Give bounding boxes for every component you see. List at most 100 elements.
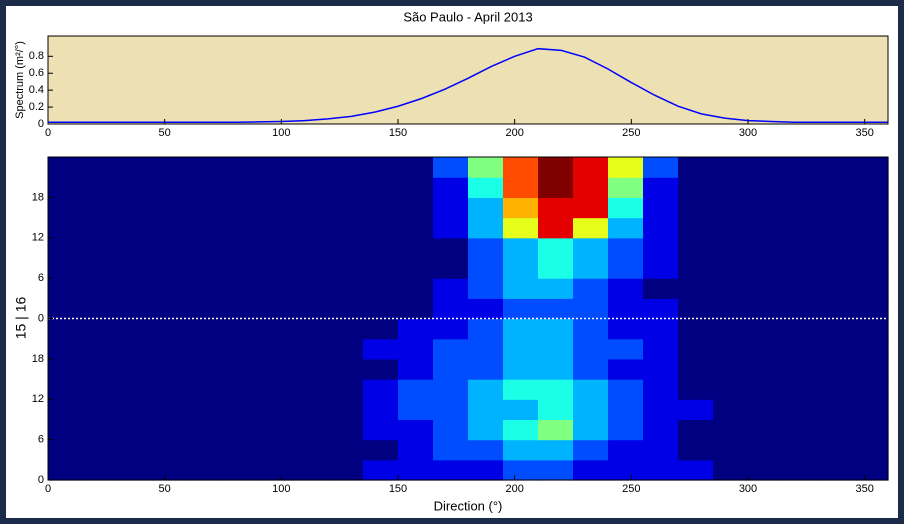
heat-cell — [538, 358, 574, 380]
heat-cell — [678, 379, 714, 400]
heat-cell — [853, 419, 889, 441]
heat-cell — [293, 439, 329, 461]
heat-cell — [363, 379, 399, 400]
heat-cell — [293, 257, 329, 279]
heat-cell — [223, 459, 259, 481]
heat-cell — [293, 177, 329, 198]
heat-cell — [818, 419, 854, 441]
y-axis-label: Spectrum (m²/°) — [14, 41, 26, 119]
heat-cell — [678, 237, 714, 259]
heat-cell — [223, 358, 259, 380]
heat-cell — [538, 459, 574, 481]
heat-cell — [118, 177, 154, 198]
heat-cell — [783, 177, 819, 198]
heat-cell — [503, 459, 539, 481]
heat-cell — [118, 358, 154, 380]
heat-cell — [853, 278, 889, 299]
heat-cell — [258, 237, 294, 259]
heat-cell — [118, 379, 154, 400]
heat-cell — [748, 399, 784, 421]
heat-cell — [293, 298, 329, 320]
heat-cell — [468, 217, 504, 239]
heat-cell — [853, 177, 889, 198]
heat-cell — [818, 318, 854, 340]
heat-cell — [328, 237, 364, 259]
heat-cell — [433, 358, 469, 380]
heat-cell — [608, 318, 644, 340]
heat-cell — [783, 197, 819, 219]
heat-cell — [398, 318, 434, 340]
heat-cell — [573, 237, 609, 259]
heat-cell — [538, 157, 574, 178]
x-tick-label: 100 — [272, 483, 290, 495]
heat-cell — [153, 257, 189, 279]
heat-cell — [398, 177, 434, 198]
heat-cell — [503, 177, 539, 198]
heat-cell — [678, 459, 714, 481]
x-axis-label: Direction (°) — [434, 498, 503, 513]
heat-cell — [258, 217, 294, 239]
heat-cell — [713, 338, 749, 360]
heat-cell — [853, 338, 889, 360]
heat-cell — [468, 358, 504, 380]
heat-cell — [83, 257, 119, 279]
heat-cell — [818, 278, 854, 299]
heat-cell — [48, 318, 84, 340]
x-tick-label: 300 — [739, 127, 757, 139]
heat-cell — [678, 419, 714, 441]
heat-cell — [783, 399, 819, 421]
heat-cell — [573, 399, 609, 421]
heat-cell — [468, 379, 504, 400]
heat-cell — [188, 197, 224, 219]
plot-background — [48, 36, 888, 124]
heat-cell — [783, 338, 819, 360]
heat-cell — [223, 157, 259, 178]
y-tick-label: 0.2 — [29, 101, 44, 113]
heat-cell — [223, 399, 259, 421]
heat-cell — [83, 338, 119, 360]
heat-cell — [223, 257, 259, 279]
heat-cell — [713, 157, 749, 178]
heat-cell — [468, 197, 504, 219]
heat-cell — [188, 257, 224, 279]
heat-cell — [713, 298, 749, 320]
heat-cell — [608, 459, 644, 481]
heat-cell — [503, 399, 539, 421]
heat-cell — [818, 338, 854, 360]
heat-cell — [83, 278, 119, 299]
heat-cell — [853, 298, 889, 320]
heat-cell — [48, 358, 84, 380]
heat-cell — [398, 197, 434, 219]
heat-cell — [503, 157, 539, 178]
heat-cell — [398, 399, 434, 421]
heat-cell — [398, 157, 434, 178]
heat-cell — [783, 257, 819, 279]
heat-cell — [678, 298, 714, 320]
heat-cell — [853, 439, 889, 461]
x-tick-label: 0 — [45, 127, 51, 139]
heat-cell — [118, 439, 154, 461]
heat-cell — [118, 217, 154, 239]
heat-cell — [83, 217, 119, 239]
heat-cell — [363, 197, 399, 219]
heat-cell — [223, 278, 259, 299]
heat-cell — [818, 237, 854, 259]
heat-cell — [118, 298, 154, 320]
y-tick-label: 18 — [32, 353, 44, 365]
heat-cell — [853, 379, 889, 400]
heat-cell — [188, 318, 224, 340]
heat-cell — [748, 197, 784, 219]
x-tick-label: 50 — [159, 483, 171, 495]
heat-cell — [643, 237, 679, 259]
heat-cell — [433, 419, 469, 441]
heat-cell — [468, 459, 504, 481]
heat-cell — [608, 419, 644, 441]
heat-cell — [713, 439, 749, 461]
heat-cell — [293, 217, 329, 239]
heat-cell — [293, 419, 329, 441]
heat-cell — [328, 459, 364, 481]
heat-cell — [678, 217, 714, 239]
heat-cell — [188, 439, 224, 461]
x-tick-label: 250 — [622, 483, 640, 495]
y-tick-label: 18 — [32, 191, 44, 203]
